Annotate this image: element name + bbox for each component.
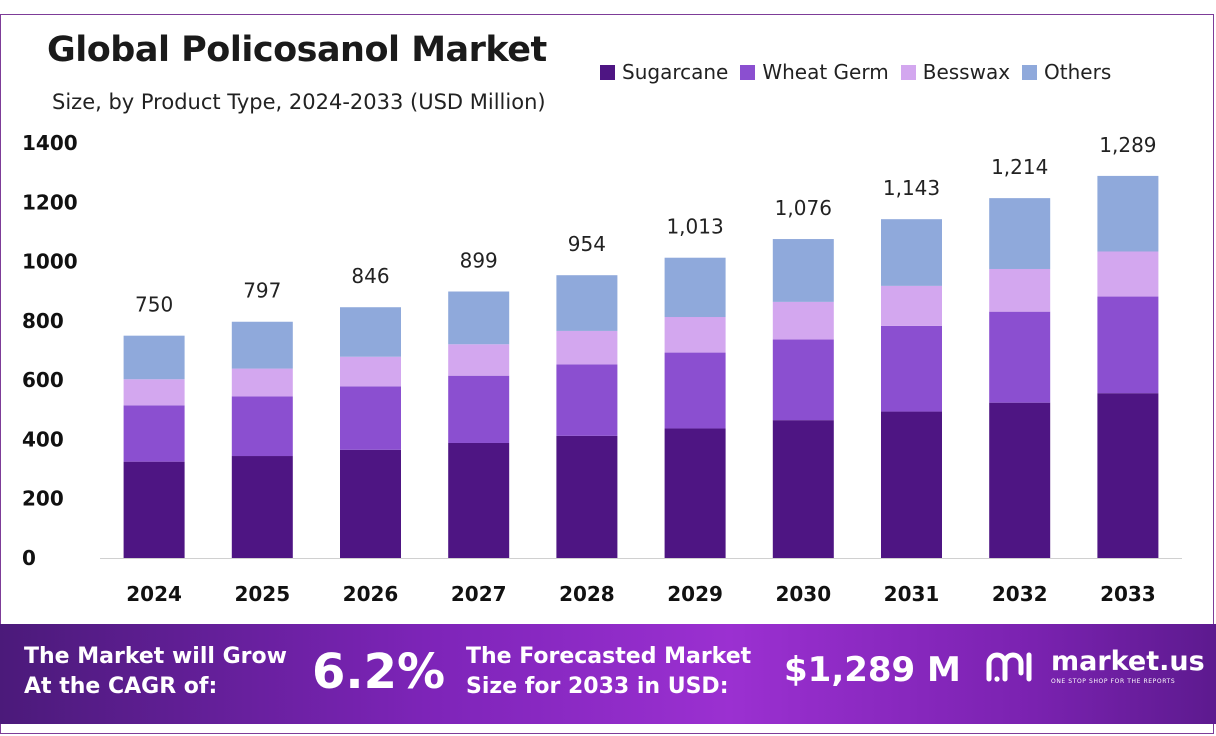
page-title: Global Policosanol Market: [47, 30, 547, 70]
legend-item-wheat-germ: Wheat Germ: [740, 60, 889, 84]
bar-segment-others-2032: [989, 198, 1051, 269]
bar-segment-wheat-germ-2028: [556, 364, 618, 436]
bar-segment-wheat-germ-2026: [340, 386, 401, 450]
bar-segment-sugarcane-2032: [989, 402, 1051, 558]
bar-segment-others-2027: [448, 291, 510, 345]
bar-segment-wheat-germ-2024: [123, 405, 185, 462]
bar-segment-besswax-2031: [881, 285, 942, 326]
bar-segment-sugarcane-2027: [448, 442, 510, 558]
bar-segment-besswax-2028: [556, 330, 618, 365]
y-tick-label-1400: 1400: [22, 131, 78, 155]
logo-name: market.us: [1051, 646, 1205, 677]
bar-segment-others-2028: [556, 275, 618, 331]
bar-segment-sugarcane-2029: [664, 428, 726, 558]
chart-legend: Sugarcane Wheat Germ Besswax Others: [600, 60, 1111, 84]
cagr-label-line2: At the CAGR of:: [24, 674, 218, 699]
stacked-bar-chart: 0 200 400 600 800 1000 1200 1400 750 2024 797 2025 8…: [22, 131, 1182, 606]
legend-label-wheat-germ: Wheat Germ: [762, 60, 889, 84]
legend-swatch-besswax: [900, 64, 916, 80]
legend-swatch-others: [1022, 64, 1038, 80]
bar-segment-besswax-2025: [231, 368, 293, 397]
forecast-label: The Forecasted Market Size for 2033 in U…: [466, 642, 751, 702]
bar-segment-sugarcane-2028: [556, 435, 618, 558]
bar-segment-others-2026: [340, 307, 401, 357]
x-tick-label-2033: 2033: [1100, 582, 1156, 606]
legend-label-others: Others: [1044, 60, 1112, 84]
legend-swatch-sugarcane: [600, 64, 615, 80]
x-tick-label-2030: 2030: [775, 582, 831, 606]
bar-segment-besswax-2029: [664, 317, 726, 353]
legend-item-sugarcane: Sugarcane: [600, 60, 728, 84]
total-label-2033: 1,289: [1099, 133, 1156, 157]
bar-segment-wheat-germ-2031: [881, 325, 942, 412]
bar-segment-wheat-germ-2033: [1097, 296, 1159, 394]
legend-item-besswax: Besswax: [900, 60, 1011, 84]
bar-segment-wheat-germ-2032: [989, 311, 1051, 403]
logo-tagline: ONE STOP SHOP FOR THE REPORTS: [1051, 678, 1176, 685]
cagr-label-line1: The Market will Grow: [24, 644, 287, 669]
chart-subtitle: Size, by Product Type, 2024-2033 (USD Mi…: [52, 90, 546, 114]
legend-swatch-wheat-germ: [740, 64, 756, 80]
bar-segment-besswax-2032: [989, 268, 1051, 312]
bar-segment-wheat-germ-2030: [772, 339, 834, 421]
x-tick-label-2025: 2025: [234, 582, 290, 606]
bar-segment-sugarcane-2030: [772, 420, 834, 558]
total-label-2032: 1,214: [991, 155, 1048, 179]
bar-segment-wheat-germ-2027: [448, 375, 510, 443]
footer-banner: The Market will Grow At the CAGR of: 6.2…: [0, 624, 1216, 724]
bar-segment-others-2033: [1097, 175, 1159, 252]
total-label-2026: 846: [351, 264, 389, 288]
x-tick-label-2032: 2032: [992, 582, 1048, 606]
x-tick-label-2031: 2031: [884, 582, 940, 606]
total-label-2028: 954: [568, 232, 606, 256]
bar-segment-sugarcane-2025: [231, 456, 293, 558]
bar-segment-besswax-2027: [448, 344, 510, 376]
bar-segment-sugarcane-2033: [1097, 393, 1159, 558]
y-tick-label-1000: 1000: [22, 250, 78, 274]
bar-segment-sugarcane-2024: [123, 461, 185, 558]
cagr-label: The Market will Grow At the CAGR of:: [24, 642, 287, 702]
bar-segment-besswax-2024: [123, 379, 185, 406]
y-tick-label-200: 200: [22, 487, 64, 511]
total-label-2031: 1,143: [883, 176, 940, 200]
bar-segment-others-2024: [123, 335, 185, 380]
forecast-label-line1: The Forecasted Market: [466, 644, 752, 669]
y-tick-label-0: 0: [22, 546, 36, 570]
market-us-logo-icon: [986, 652, 1032, 682]
total-label-2030: 1,076: [775, 196, 832, 220]
y-tick-label-800: 800: [22, 309, 64, 333]
legend-label-sugarcane: Sugarcane: [622, 60, 729, 84]
bar-segment-besswax-2030: [772, 301, 834, 340]
bar-segment-others-2025: [231, 321, 293, 369]
y-tick-label-1200: 1200: [22, 190, 78, 214]
bar-segment-wheat-germ-2029: [664, 352, 726, 429]
bar-segment-sugarcane-2026: [340, 449, 401, 558]
bar-segment-others-2030: [772, 239, 834, 302]
x-tick-label-2028: 2028: [559, 582, 615, 606]
total-label-2029: 1,013: [666, 215, 723, 239]
chart-frame: [0, 14, 1214, 734]
x-tick-label-2027: 2027: [451, 582, 507, 606]
bar-segment-sugarcane-2031: [881, 411, 942, 558]
total-label-2027: 899: [460, 249, 498, 273]
x-tick-label-2024: 2024: [126, 582, 182, 606]
bar-segment-wheat-germ-2025: [231, 396, 293, 457]
x-tick-label-2029: 2029: [667, 582, 723, 606]
total-label-2025: 797: [243, 279, 281, 303]
y-tick-label-600: 600: [22, 368, 64, 392]
bar-segment-others-2029: [664, 257, 726, 318]
forecast-label-line2: Size for 2033 in USD:: [466, 674, 729, 699]
x-tick-label-2026: 2026: [343, 582, 399, 606]
y-tick-label-400: 400: [22, 427, 64, 451]
market-us-logo: market.us ONE STOP SHOP FOR THE REPORTS: [985, 648, 1205, 685]
legend-item-others: Others: [1022, 60, 1111, 84]
total-label-2024: 750: [135, 293, 173, 317]
cagr-value: 6.2%: [312, 644, 446, 700]
bar-segment-besswax-2026: [340, 356, 401, 387]
legend-label-besswax: Besswax: [922, 60, 1011, 84]
forecast-value: $1,289 M: [784, 650, 961, 690]
bar-segment-besswax-2033: [1097, 251, 1159, 297]
bar-segment-others-2031: [881, 219, 942, 286]
